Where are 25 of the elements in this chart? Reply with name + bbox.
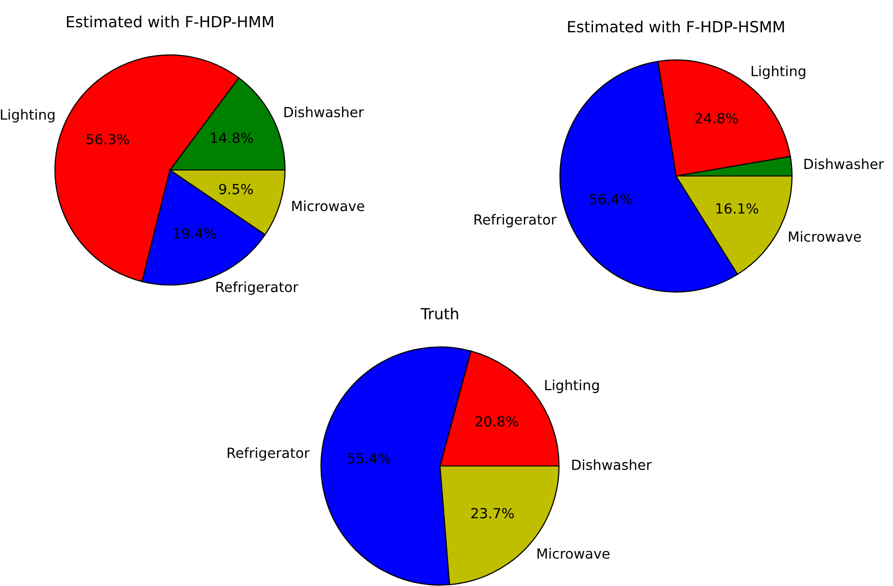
chart-title: Estimated with F-HDP-HMM xyxy=(66,16,274,28)
data-label: 16.1% xyxy=(716,203,758,214)
slice-label: Dishwasher xyxy=(284,106,364,118)
slice-label: Dishwasher xyxy=(804,158,884,170)
slice-label: Lighting xyxy=(545,380,599,394)
slice-label: Lighting xyxy=(0,109,54,122)
category-label: Dishwasher xyxy=(572,459,652,470)
slice-label: Microwave xyxy=(538,548,610,559)
chart-title: Truth xyxy=(420,308,458,320)
slice-label: Refrigerator xyxy=(216,281,298,295)
data-label: 20.8% xyxy=(476,416,518,427)
slice-label: Lighting xyxy=(752,66,806,80)
chart-title: Estimated with F-HDP-HSMM xyxy=(568,20,784,32)
data-label: 24.8% xyxy=(696,112,738,124)
slice-label: Microwave xyxy=(788,231,861,242)
data-label: 19.4% xyxy=(174,228,216,238)
slice-label: Refrigerator xyxy=(474,214,556,228)
data-label: 23.7% xyxy=(471,508,514,518)
slice-label: Refrigerator xyxy=(228,447,310,461)
data-label: 55.4% xyxy=(348,453,390,464)
data-label: 14.8% xyxy=(211,132,253,144)
data-label: 56.3% xyxy=(86,134,129,144)
data-label: 56.4% xyxy=(590,194,632,204)
data-label: 9.5% xyxy=(219,184,253,194)
slice-label: Microwave xyxy=(292,200,364,212)
